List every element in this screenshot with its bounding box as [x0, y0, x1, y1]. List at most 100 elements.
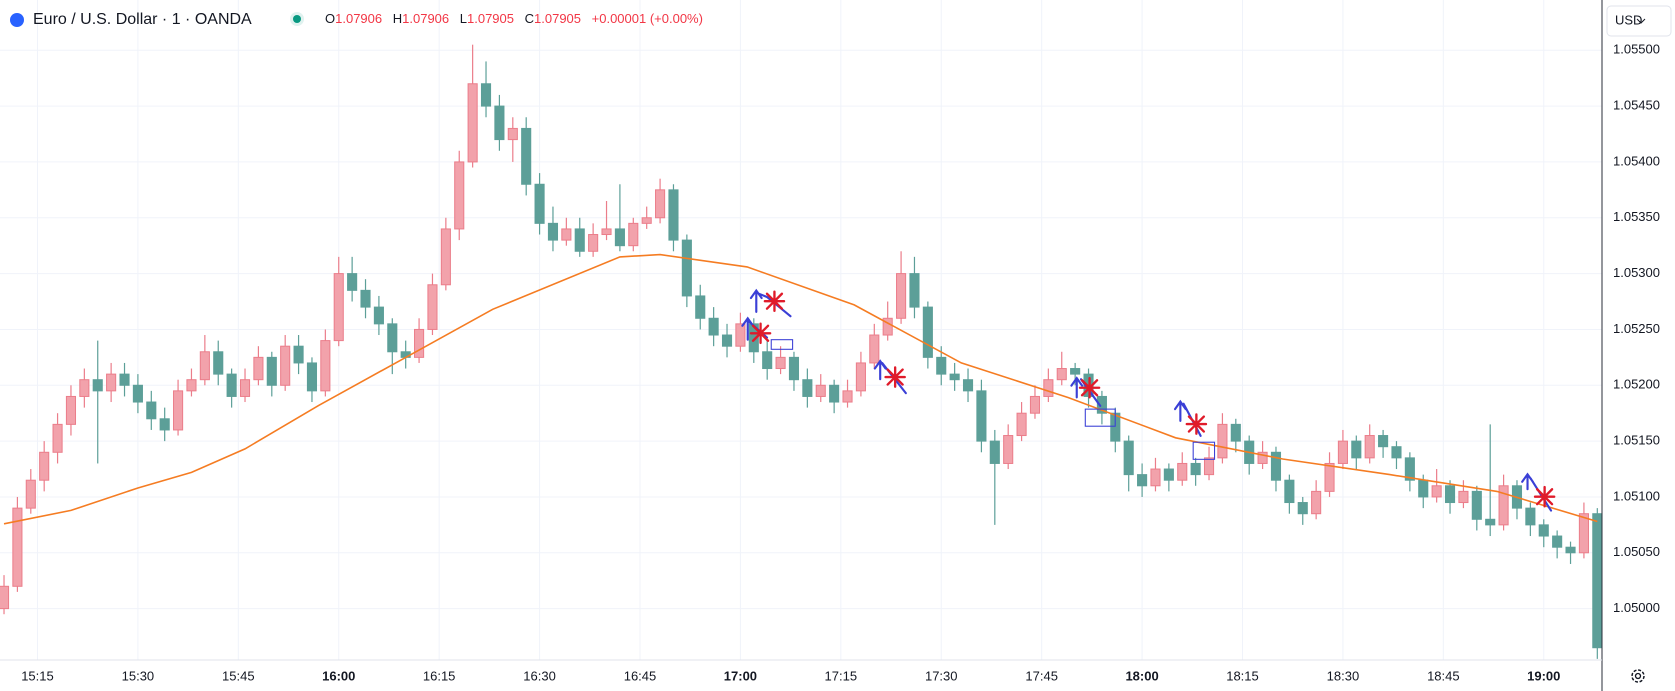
candle-body	[1485, 518, 1496, 526]
candle-body	[614, 228, 625, 247]
x-tick-label: 18:30	[1327, 668, 1360, 683]
y-tick-label: 1.05000	[1613, 600, 1660, 615]
currency-caret	[1636, 18, 1646, 24]
candle-body	[909, 273, 920, 308]
candle-body	[802, 379, 813, 397]
arrow	[749, 288, 792, 318]
candle-body	[199, 351, 210, 381]
candle-body	[1016, 412, 1027, 437]
x-tick-label: 16:00	[322, 668, 355, 683]
candle-body	[373, 306, 384, 325]
candle-body	[360, 289, 371, 308]
candle-body	[1043, 379, 1054, 397]
settings-icon[interactable]	[1631, 669, 1645, 683]
status-dot	[293, 15, 301, 23]
candle-body	[1217, 423, 1228, 459]
candle-body	[427, 284, 438, 330]
candle-body	[306, 362, 318, 392]
marker	[1078, 376, 1101, 399]
y-tick-label: 1.05300	[1613, 265, 1660, 280]
y-tick-label: 1.05100	[1613, 488, 1660, 503]
candle-body	[132, 384, 143, 403]
candle-body	[333, 273, 344, 342]
candle-body	[721, 334, 733, 347]
candle-body	[173, 390, 184, 431]
candle-body	[896, 273, 907, 319]
candle-body	[1404, 457, 1415, 481]
candle-body	[253, 356, 264, 381]
marker	[1533, 485, 1556, 508]
candle-body	[775, 356, 786, 370]
candle-body	[1190, 462, 1201, 476]
candle-body	[655, 189, 666, 219]
header: Euro / U.S. Dollar · 1 · OANDA O1.07906 …	[10, 11, 703, 28]
candle-body	[829, 384, 840, 403]
x-tick-label: 16:45	[624, 668, 657, 683]
marker	[749, 322, 772, 345]
plot	[0, 44, 1603, 659]
candle-body	[1096, 395, 1107, 414]
candle-body	[266, 356, 277, 386]
candle-body	[1123, 440, 1134, 476]
candle-body	[1257, 451, 1268, 464]
candle-body	[521, 127, 532, 185]
candle-body	[65, 395, 77, 425]
candle-body	[239, 379, 251, 397]
x-tick-label: 15:30	[122, 668, 155, 683]
drawings	[741, 288, 1556, 512]
candle-body	[467, 83, 478, 163]
moving-average	[3, 253, 1598, 525]
marker	[763, 290, 786, 313]
x-tick-label: 17:30	[925, 668, 958, 683]
candle-body	[1578, 513, 1589, 554]
candle-body	[1444, 485, 1456, 504]
y-tick-label: 1.05350	[1613, 209, 1660, 224]
marker	[1185, 413, 1208, 435]
candle-body	[561, 228, 572, 241]
candle-body	[494, 105, 505, 141]
o-label: O	[325, 11, 335, 26]
candle-body	[882, 317, 893, 336]
candle-body	[534, 183, 545, 224]
candle-body	[1284, 479, 1295, 504]
candle-body	[1324, 462, 1335, 492]
x-tick-label: 16:15	[423, 668, 456, 683]
candle-body	[1163, 468, 1174, 481]
y-tick-label: 1.05450	[1613, 98, 1660, 113]
low: 1.07905	[467, 11, 514, 26]
candle-body	[1137, 474, 1148, 487]
candle-body	[815, 384, 826, 397]
candle-body	[842, 390, 853, 403]
candle-body	[1565, 546, 1576, 554]
candle-body	[480, 83, 492, 107]
candle-body	[39, 451, 50, 481]
candle-body	[1458, 490, 1469, 504]
candle-body	[708, 317, 719, 336]
candle-body	[1230, 423, 1241, 442]
candle-body	[668, 189, 679, 241]
candle-body	[106, 373, 117, 392]
candle-body	[681, 239, 692, 297]
grid	[0, 0, 1602, 660]
candle-body	[387, 323, 398, 353]
y-tick-label: 1.05500	[1613, 42, 1660, 57]
symbol-icon	[10, 13, 24, 27]
candle-body	[320, 340, 331, 392]
candle-body	[0, 585, 10, 610]
candle-body	[159, 418, 170, 431]
candle-body	[762, 351, 773, 370]
candle-body	[454, 161, 465, 230]
x-tick-label: 17:00	[724, 668, 757, 683]
candle-body	[628, 222, 639, 247]
candle-body	[347, 273, 358, 291]
open: 1.07906	[335, 11, 382, 26]
x-tick-label: 18:15	[1226, 668, 1259, 683]
candle-body	[748, 323, 759, 353]
axes: 1.05000 1.05050 1.05100 1.05150 1.05200 1.052…	[21, 42, 1660, 684]
currency[interactable]: USD	[1615, 12, 1642, 27]
candle-body	[1150, 468, 1161, 487]
x-tick-label: 15:15	[21, 668, 54, 683]
x-tick-label: 18:00	[1125, 668, 1158, 683]
candle-body	[855, 362, 866, 392]
